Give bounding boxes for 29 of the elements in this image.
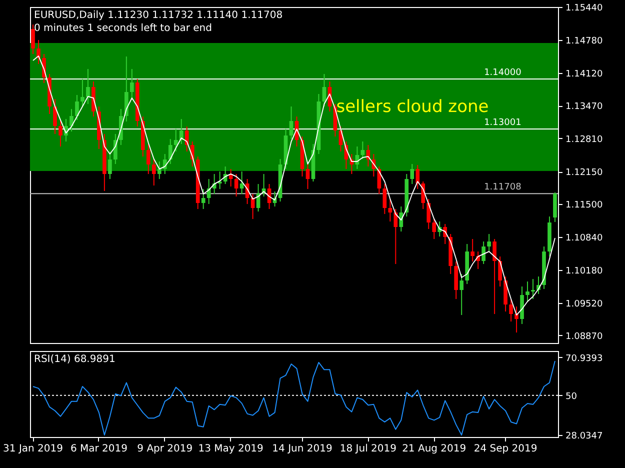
x-tick-label: 31 Jan 2019 [3,444,63,454]
y-tick-label: 1.12810 [566,135,603,145]
x-tick-label: 9 Apr 2019 [137,444,193,454]
chart-title: RSI(14) 68.9891 [34,354,116,365]
y-tick-label: 1.12150 [566,168,603,178]
y-tick-label: 1.14120 [566,70,603,80]
y-tick-label: 70.9393 [566,354,603,364]
y-tick-label: 1.08870 [566,332,603,342]
ref-line-label: 1.14000 [484,68,522,78]
x-tick-label: 14 Jun 2019 [272,444,332,454]
y-tick-label: 1.11500 [566,200,603,210]
x-tick-label: 24 Sep 2019 [474,444,538,454]
x-tick-label: 13 May 2019 [198,444,264,454]
y-tick-label: 1.13470 [566,102,603,112]
y-tick-label: 50 [566,392,578,402]
y-tick-label: 1.10840 [566,234,603,244]
ref-line-label: 1.13001 [484,118,522,128]
band-label: sellers cloud zone [336,97,489,117]
x-tick-label: 21 Aug 2019 [402,444,466,454]
ref-line-label: 1.11708 [484,182,522,193]
x-tick-label: 18 Jul 2019 [340,444,396,454]
y-tick-label: 1.10180 [566,266,603,276]
y-tick-label: 1.15440 [566,4,603,14]
annotation: 0 minutes 1 seconds left to bar end [34,23,212,34]
annotation: EURUSD,Daily 1.11230 1.11732 1.11140 1.11708 [34,10,283,21]
y-tick-label: 1.14780 [566,36,603,46]
y-tick-label: 28.0347 [566,432,603,442]
x-tick-label: 6 Mar 2019 [70,444,128,454]
y-tick-label: 1.09520 [566,300,603,310]
